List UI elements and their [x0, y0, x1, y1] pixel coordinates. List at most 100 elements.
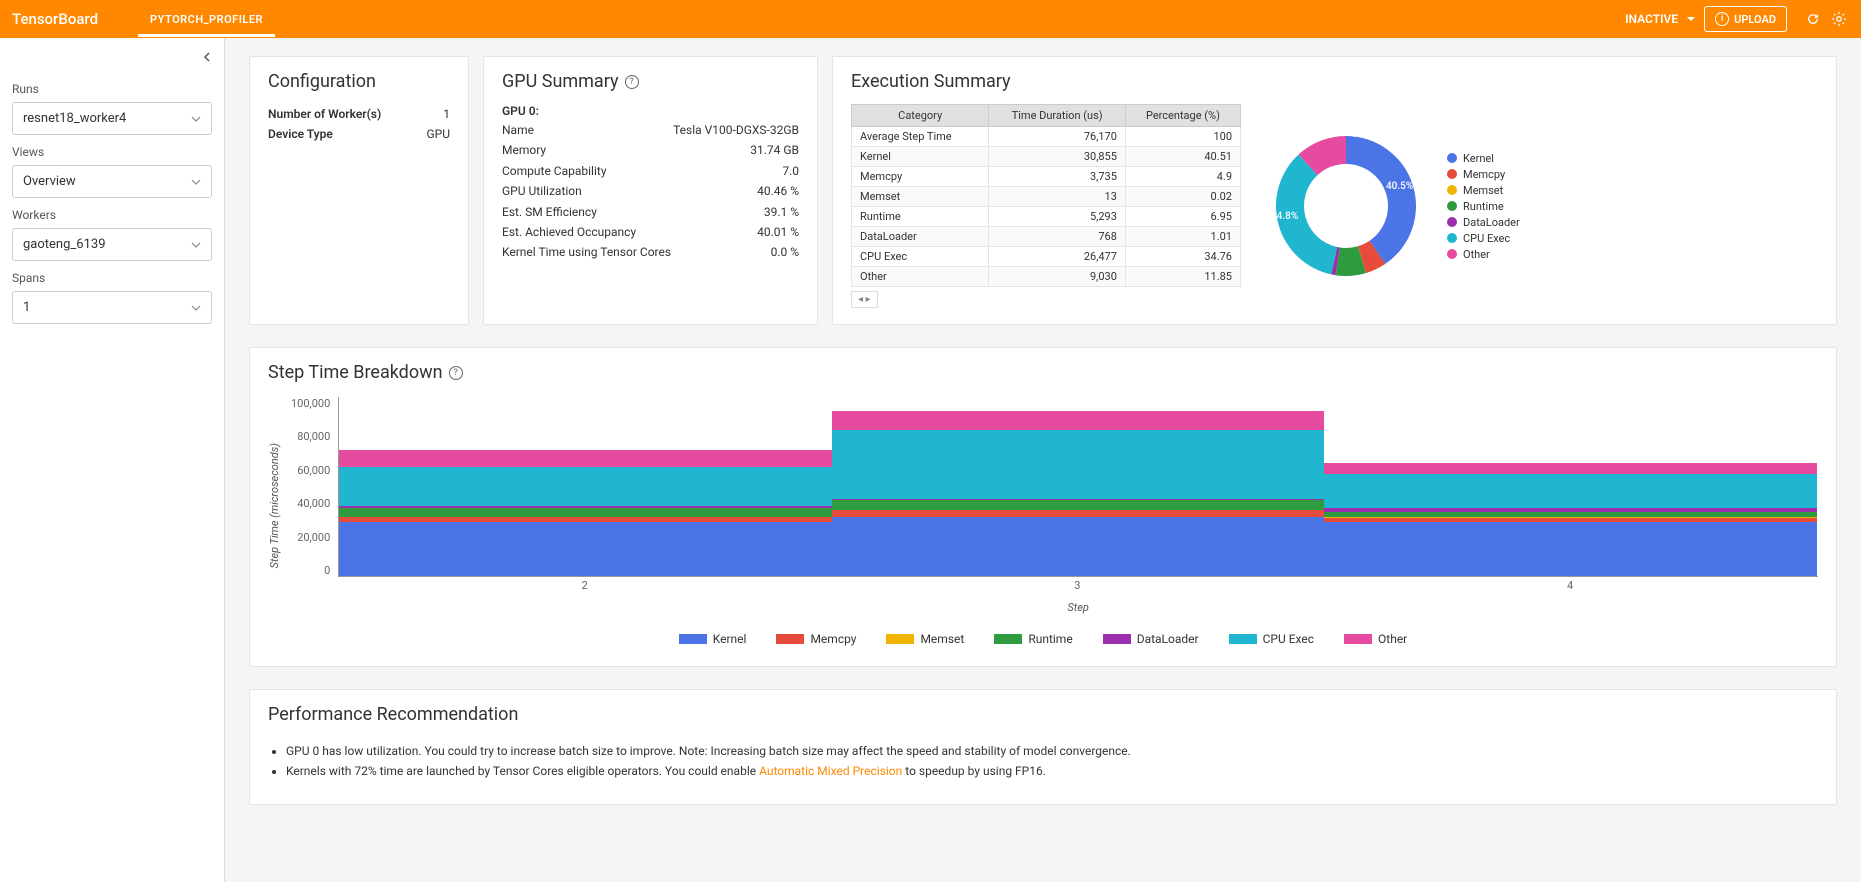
bar-step-3[interactable]	[832, 411, 1324, 576]
legend-swatch	[1447, 153, 1457, 163]
main-content: Configuration Number of Worker(s)1Device…	[225, 38, 1861, 882]
legend-swatch	[1447, 201, 1457, 211]
gpu-index-label: GPU 0:	[502, 104, 799, 118]
x-tick: 2	[582, 579, 588, 592]
legend-swatch	[679, 634, 707, 644]
gpu-key: Compute Capability	[502, 161, 607, 181]
status-dropdown[interactable]: INACTIVE	[1625, 12, 1696, 26]
info-icon: i	[1715, 12, 1729, 26]
runs-select[interactable]: resnet18_worker4	[12, 102, 212, 135]
perf-item: GPU 0 has low utilization. You could try…	[286, 741, 1818, 761]
config-card: Configuration Number of Worker(s)1Device…	[249, 56, 469, 325]
legend-item[interactable]: CPU Exec	[1447, 232, 1520, 245]
legend-item[interactable]: Memset	[1447, 184, 1520, 197]
y-axis-label: Step Time (microseconds)	[268, 443, 281, 568]
app-header: TensorBoard PYTORCH_PROFILER INACTIVE i …	[0, 0, 1861, 38]
legend-item[interactable]: Kernel	[679, 632, 747, 646]
upload-label: UPLOAD	[1734, 13, 1776, 26]
perf-link[interactable]: Automatic Mixed Precision	[759, 764, 902, 778]
table-row: Average Step Time76,170100	[852, 127, 1241, 147]
legend-swatch	[1447, 233, 1457, 243]
donut-slice-kernel[interactable]	[1346, 136, 1416, 264]
table-row: CPU Exec26,47734.76	[852, 247, 1241, 267]
step-breakdown-card: Step Time Breakdown ? Step Time (microse…	[249, 347, 1837, 667]
donut-pct-label: 11.9%	[1351, 129, 1378, 140]
config-key: Device Type	[268, 124, 333, 144]
app-title: TensorBoard	[12, 10, 98, 28]
legend-item[interactable]: Runtime	[1447, 200, 1520, 213]
help-icon[interactable]: ?	[449, 366, 463, 380]
legend-swatch	[1447, 217, 1457, 227]
chevron-down-icon	[191, 114, 201, 124]
gpu-key: Kernel Time using Tensor Cores	[502, 242, 671, 262]
bar-seg-cpu-exec	[1324, 474, 1816, 508]
step-legend: Kernel Memcpy Memset Runtime DataLoader CPU E…	[268, 632, 1818, 646]
bar-seg-other	[339, 450, 831, 466]
config-title: Configuration	[268, 71, 450, 92]
help-icon[interactable]: ?	[625, 75, 639, 89]
legend-label: DataLoader	[1463, 216, 1520, 229]
gpu-key: GPU Utilization	[502, 181, 582, 201]
chevron-down-icon	[1686, 14, 1696, 24]
spans-select[interactable]: 1	[12, 291, 212, 324]
tab-pytorch-profiler[interactable]: PYTORCH_PROFILER	[138, 1, 275, 37]
legend-item[interactable]: Memcpy	[776, 632, 856, 646]
bar-seg-other	[1324, 463, 1816, 474]
donut-pct-label: 40.5%	[1386, 181, 1413, 192]
gpu-title: GPU Summary ?	[502, 71, 799, 92]
legend-swatch	[776, 634, 804, 644]
workers-select[interactable]: gaoteng_6139	[12, 228, 212, 261]
exec-col-header: Percentage (%)	[1125, 105, 1240, 127]
sidebar-collapse-button[interactable]	[12, 48, 212, 72]
gpu-value: 0.0 %	[771, 242, 799, 262]
bar-seg-kernel	[339, 522, 831, 576]
x-axis-label: Step	[338, 601, 1818, 614]
gear-icon[interactable]	[1829, 9, 1849, 29]
table-row: DataLoader7681.01	[852, 227, 1241, 247]
gpu-value: 31.74 GB	[750, 140, 799, 160]
legend-item[interactable]: CPU Exec	[1229, 632, 1314, 646]
bar-step-4[interactable]	[1324, 463, 1816, 576]
x-tick: 3	[1074, 579, 1080, 592]
table-row: Runtime5,2936.95	[852, 207, 1241, 227]
gpu-key: Est. Achieved Occupancy	[502, 222, 636, 242]
spans-label: Spans	[12, 271, 212, 285]
views-label: Views	[12, 145, 212, 159]
legend-item[interactable]: Memcpy	[1447, 168, 1520, 181]
bar-step-2[interactable]	[339, 450, 831, 576]
config-key: Number of Worker(s)	[268, 104, 381, 124]
legend-item[interactable]: Runtime	[994, 632, 1072, 646]
exec-col-header: Time Duration (us)	[989, 105, 1126, 127]
exec-card: Execution Summary CategoryTime Duration …	[832, 56, 1837, 325]
legend-item[interactable]: Kernel	[1447, 152, 1520, 165]
legend-label: CPU Exec	[1263, 632, 1314, 646]
legend-item[interactable]: Other	[1447, 248, 1520, 261]
config-value: GPU	[426, 124, 450, 144]
spans-value: 1	[23, 300, 30, 315]
legend-item[interactable]: Other	[1344, 632, 1407, 646]
upload-button[interactable]: i UPLOAD	[1704, 6, 1787, 32]
legend-label: Memset	[1463, 184, 1503, 197]
status-label: INACTIVE	[1625, 12, 1678, 26]
gpu-title-text: GPU Summary	[502, 71, 619, 92]
chevron-down-icon	[191, 303, 201, 313]
legend-label: CPU Exec	[1463, 232, 1510, 245]
exec-pager[interactable]: ◂ ▸	[851, 291, 878, 308]
legend-item[interactable]: DataLoader	[1447, 216, 1520, 229]
chevron-down-icon	[191, 240, 201, 250]
x-tick: 4	[1567, 579, 1573, 592]
legend-swatch	[1447, 169, 1457, 179]
exec-legend: Kernel Memcpy Memset Runtime DataLoader CPU E…	[1447, 152, 1520, 261]
views-select[interactable]: Overview	[12, 165, 212, 198]
perf-item: Kernels with 72% time are launched by Te…	[286, 761, 1818, 781]
legend-item[interactable]: DataLoader	[1103, 632, 1199, 646]
gpu-card: GPU Summary ? GPU 0: NameTesla V100-DGXS…	[483, 56, 818, 325]
exec-table: CategoryTime Duration (us)Percentage (%)…	[851, 104, 1241, 287]
legend-item[interactable]: Memset	[886, 632, 964, 646]
y-axis-ticks: 100,00080,00060,00040,00020,0000	[291, 397, 338, 577]
runs-value: resnet18_worker4	[23, 111, 126, 126]
perf-title: Performance Recommendation	[268, 704, 1818, 725]
step-title: Step Time Breakdown ?	[268, 362, 1818, 383]
refresh-icon[interactable]	[1803, 9, 1823, 29]
views-value: Overview	[23, 174, 76, 189]
